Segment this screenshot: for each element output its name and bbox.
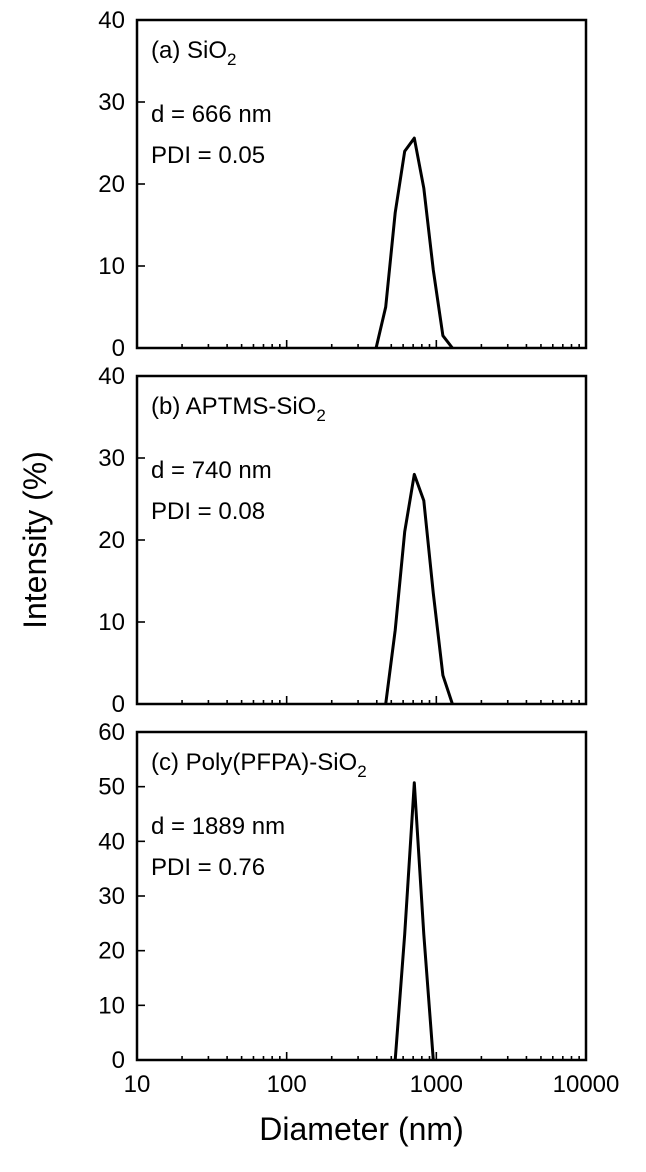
y-tick-label: 10	[98, 609, 125, 636]
y-tick-label: 10	[98, 253, 125, 280]
diameter-annotation: d = 740 nm	[151, 457, 272, 484]
y-tick-label: 40	[98, 363, 125, 390]
y-tick-label: 40	[98, 7, 125, 34]
panel-label: (b) APTMS-SiO2	[151, 393, 326, 425]
diameter-annotation: d = 1889 nm	[151, 813, 285, 840]
panel-label-text: (a) SiO	[151, 37, 227, 64]
series-line	[374, 136, 454, 349]
panel-label: (c) Poly(PFPA)-SiO2	[151, 749, 367, 781]
y-tick-label: 60	[98, 719, 125, 746]
y-tick-label: 20	[98, 527, 125, 554]
y-tick-label: 0	[112, 1047, 125, 1074]
y-tick-label: 20	[98, 171, 125, 198]
panel-label-subscript: 2	[357, 762, 366, 781]
plot-frame	[135, 374, 588, 706]
pdi-annotation: PDI = 0.76	[151, 854, 265, 881]
x-tick-label: 100	[267, 1071, 307, 1098]
panel-label-subscript: 2	[227, 50, 236, 69]
pdi-annotation: PDI = 0.05	[151, 142, 265, 169]
y-tick-label: 0	[112, 691, 125, 718]
x-tick-label: 10	[124, 1071, 151, 1098]
x-tick-label: 10000	[553, 1071, 620, 1098]
x-tick-label: 1000	[410, 1071, 463, 1098]
plot-frame	[135, 18, 588, 350]
x-axis-title: Diameter (nm)	[259, 1111, 463, 1147]
panel-a: 0 10 20 30 40 (a) SiO2 d = 666 nm PDI = 0.05	[98, 7, 588, 362]
series-line	[384, 472, 454, 705]
panel-c: 0 10 20 30 40 50 60 (c) Poly(PFPA)-SiO2 d = 1889…	[98, 719, 588, 1074]
pdi-annotation: PDI = 0.08	[151, 498, 265, 525]
y-tick-label: 30	[98, 445, 125, 472]
y-tick-label: 20	[98, 938, 125, 965]
y-tick-label: 10	[98, 992, 125, 1019]
panel-label-text: (b) APTMS-SiO	[151, 393, 316, 420]
diameter-annotation: d = 666 nm	[151, 101, 272, 128]
y-tick-label: 30	[98, 883, 125, 910]
y-tick-label: 30	[98, 89, 125, 116]
plot-frame	[135, 730, 588, 1062]
panel-label: (a) SiO2	[151, 37, 236, 69]
y-tick-label: 40	[98, 828, 125, 855]
series-line	[393, 781, 435, 1061]
y-axis-title: Intensity (%)	[17, 451, 53, 629]
panel-b: 0 10 20 30 40 (b) APTMS-SiO2 d = 740 nm PDI = 0…	[98, 363, 588, 718]
y-tick-label: 0	[112, 335, 125, 362]
panel-label-text: (c) Poly(PFPA)-SiO	[151, 749, 357, 776]
panel-label-subscript: 2	[316, 406, 325, 425]
y-tick-label: 50	[98, 774, 125, 801]
